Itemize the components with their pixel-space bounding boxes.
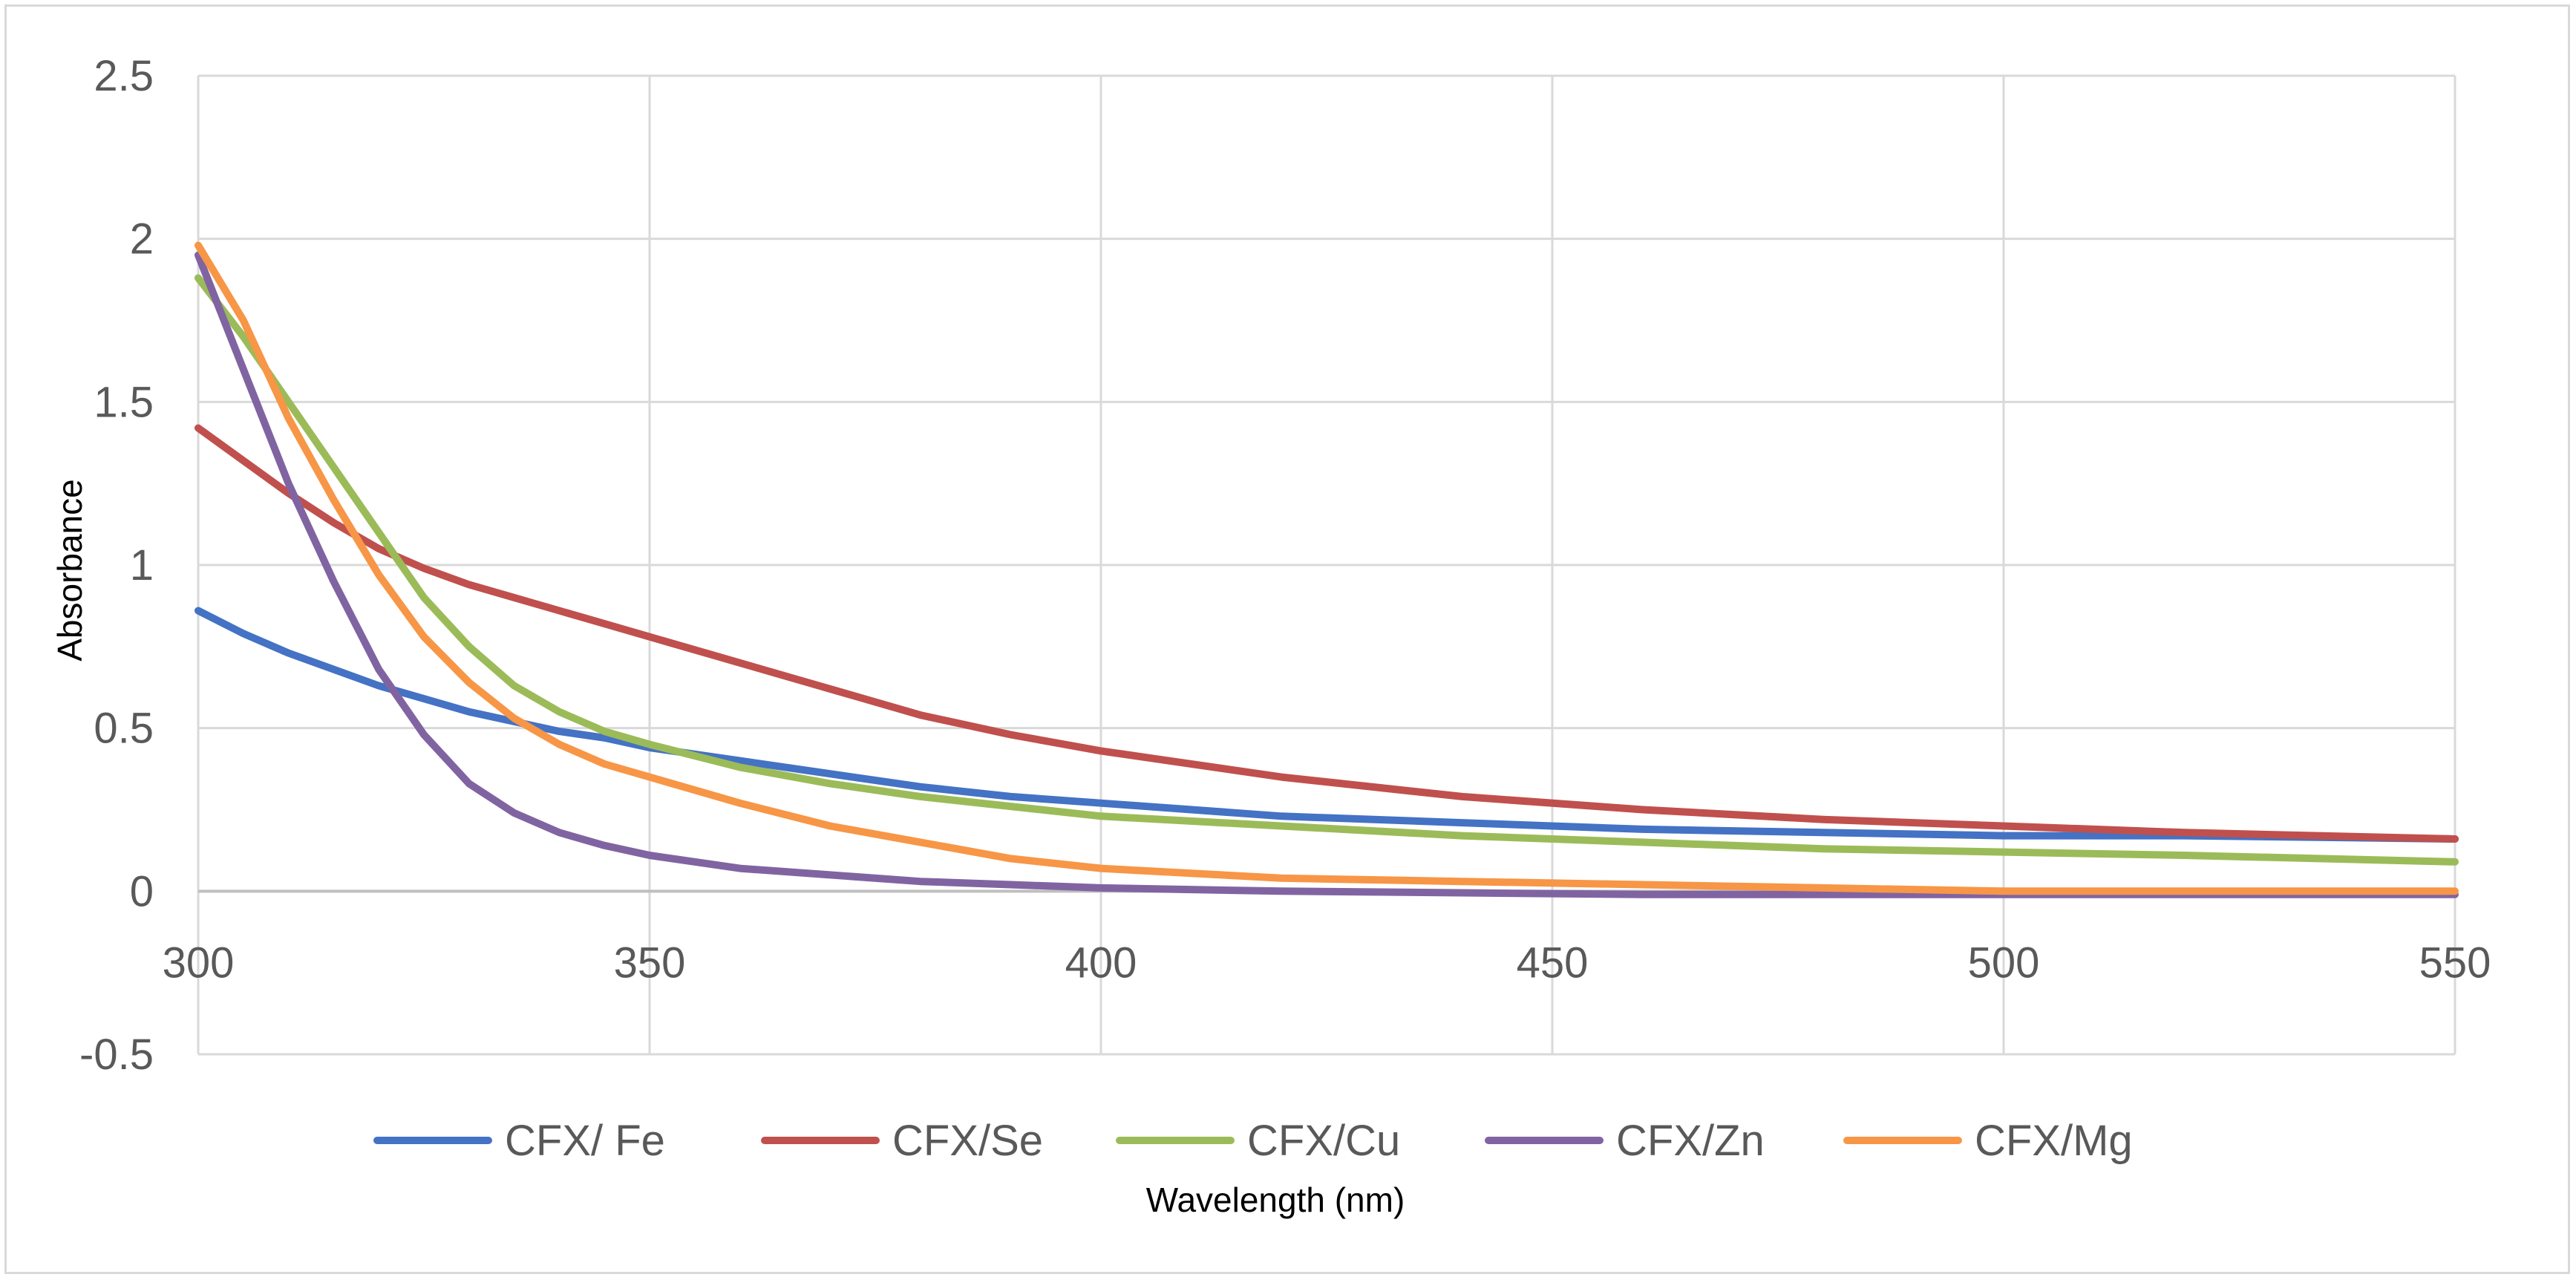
x-tick-label: 300 xyxy=(163,938,235,987)
legend-label: CFX/Cu xyxy=(1247,1117,1400,1165)
legend: CFX/ Fe CFX/Se CFX/Cu CFX/Zn CFX/Mg xyxy=(373,1117,2133,1165)
series-line-cfx-cu xyxy=(194,274,2459,866)
legend-label: CFX/Zn xyxy=(1616,1117,1765,1165)
x-tick-label: 500 xyxy=(1968,938,2040,987)
legend-label: CFX/Mg xyxy=(1975,1117,2133,1165)
y-tick-label: 0.5 xyxy=(94,705,154,753)
series-line-cfx-zn xyxy=(194,251,2459,898)
x-tick-label: 400 xyxy=(1065,938,1137,987)
y-tick-label: 2.5 xyxy=(94,52,154,100)
y-tick-label: 2 xyxy=(130,215,154,264)
y-tick-label: -0.5 xyxy=(79,1031,154,1079)
y-tick-label: 1.5 xyxy=(94,378,154,426)
legend-label: CFX/ Fe xyxy=(505,1117,665,1165)
series-line-cfx-se xyxy=(194,424,2459,843)
grid-lines xyxy=(197,74,2456,1056)
series-lines xyxy=(194,241,2459,898)
x-tick-label: 550 xyxy=(2419,938,2491,987)
tick-labels: -0.5 0 0.5 1 1.5 2 2.5 300 350 400 450 500 550 xyxy=(79,52,2491,1079)
y-tick-label: 1 xyxy=(130,541,154,590)
legend-label: CFX/Se xyxy=(892,1117,1043,1165)
series-line-cfx-fe xyxy=(194,607,2459,843)
y-axis-title: Absorbance xyxy=(50,479,89,662)
chart-frame xyxy=(4,4,2570,1274)
y-tick-label: 0 xyxy=(130,867,154,915)
x-tick-label: 450 xyxy=(1517,938,1589,987)
x-tick-label: 350 xyxy=(614,938,686,987)
series-line-cfx-mg xyxy=(194,241,2459,895)
x-axis-title: Wavelength (nm) xyxy=(1146,1181,1405,1219)
